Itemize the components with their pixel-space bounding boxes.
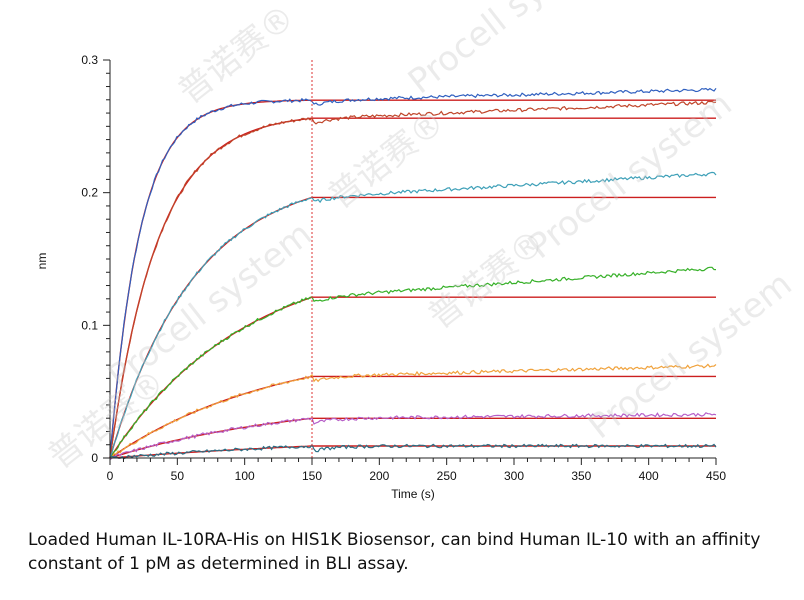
y-axis-title: nm <box>35 253 49 270</box>
data-traces <box>109 87 717 461</box>
y-tick-label: 0.3 <box>81 53 98 67</box>
x-tick-label: 450 <box>706 469 726 483</box>
data-trace-trace-6 <box>109 412 717 461</box>
fit-curve <box>109 117 716 459</box>
x-tick-label: 400 <box>639 469 659 483</box>
x-tick-label: 50 <box>171 469 185 483</box>
x-axis-title: Time (s) <box>391 487 435 501</box>
x-tick-label: 250 <box>437 469 457 483</box>
data-trace-trace-5 <box>109 363 717 458</box>
data-trace-trace-7 <box>109 443 717 460</box>
data-trace-trace-3 <box>109 171 717 458</box>
fit-curve <box>109 99 716 459</box>
x-tick-label: 350 <box>571 469 591 483</box>
data-trace-trace-1 <box>109 87 717 459</box>
x-tick-label: 300 <box>504 469 524 483</box>
chart: 0 50 100 150 200 250 300 350 400 450 0 0.1 0.2 0.3 Ti… <box>35 53 726 501</box>
x-tick-label: 150 <box>302 469 322 483</box>
data-trace-trace-4 <box>109 266 717 459</box>
x-tick-label: 100 <box>235 469 255 483</box>
data-trace-trace-2 <box>109 100 717 459</box>
fit-lines <box>109 99 716 459</box>
x-tick-label: 200 <box>369 469 389 483</box>
y-tick-label: 0 <box>91 451 98 465</box>
x-tick-label: 0 <box>107 469 114 483</box>
figure-caption: Loaded Human IL-10RA-His on HIS1K Biosen… <box>28 530 761 574</box>
y-tick-label: 0.2 <box>81 186 98 200</box>
axes: 0 50 100 150 200 250 300 350 400 450 0 0.1 0.2 0.3 <box>81 53 726 483</box>
y-tick-label: 0.1 <box>81 318 98 332</box>
